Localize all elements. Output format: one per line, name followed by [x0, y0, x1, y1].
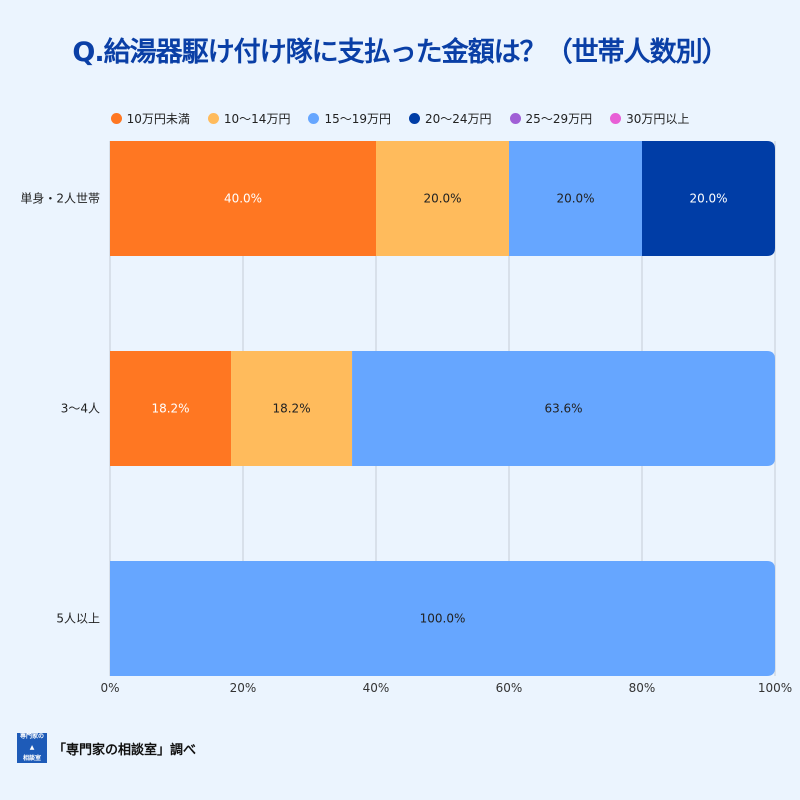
legend-item: 30万円以上 [610, 110, 689, 127]
data-label: 100.0% [420, 612, 466, 626]
legend-label: 15〜19万円 [324, 112, 391, 126]
legend-swatch [207, 113, 219, 124]
chart-title: Q.給湯器駆け付け隊に支払った金額は？（世帯人数別） [72, 37, 728, 68]
legend-label: 25〜29万円 [525, 112, 593, 126]
bar-segment [110, 141, 376, 256]
data-label: 18.2% [272, 402, 310, 416]
bar-segment [642, 141, 775, 256]
category-label: 単身・2人世帯 [20, 191, 100, 206]
data-label: 20.0% [556, 192, 594, 206]
data-label: 40.0% [224, 192, 262, 206]
legend-item: 25〜29万円 [509, 110, 593, 127]
x-tick-label: 40% [363, 681, 390, 695]
legend-label: 20〜24万円 [425, 112, 492, 126]
logo-line: 専門家の [19, 733, 44, 740]
source-note: 「専門家の相談室」調べ [53, 742, 197, 758]
legend-swatch [110, 113, 122, 124]
x-tick-label: 60% [496, 681, 523, 695]
legend-item: 10〜14万円 [207, 110, 291, 127]
legend-swatch [610, 113, 622, 124]
data-label: 20.0% [689, 192, 727, 206]
footer: 専門家の ▲ 相談室 「専門家の相談室」調べ [17, 733, 196, 763]
legend-label: 30万円以上 [626, 112, 690, 126]
bar-segment [110, 561, 775, 676]
bar-segment [509, 141, 642, 256]
legend-item: 10万円未満 [110, 110, 190, 127]
logo-mark-icon: ▲ [29, 744, 35, 751]
legend-swatch [308, 113, 320, 124]
category-label: 3〜4人 [61, 402, 100, 416]
x-tick-label: 80% [629, 681, 656, 695]
bar-segment [110, 351, 232, 466]
legend-item: 15〜19万円 [308, 110, 391, 127]
data-label: 63.6% [544, 402, 582, 416]
bar-segment [352, 351, 775, 466]
logo-line: 相談室 [22, 755, 41, 762]
bar-segment [231, 351, 353, 466]
legend-swatch [409, 113, 420, 124]
legend-item: 20〜24万円 [409, 110, 492, 127]
legend-label: 10万円未満 [126, 112, 190, 126]
x-tick-label: 0% [100, 681, 119, 695]
logo: 専門家の ▲ 相談室 [17, 733, 47, 763]
bar-segment [376, 141, 509, 256]
legend-swatch [509, 113, 521, 124]
category-label: 5人以上 [56, 612, 100, 626]
x-tick-label: 20% [230, 681, 257, 695]
x-tick-label: 100% [758, 681, 792, 695]
legend-label: 10〜14万円 [223, 112, 291, 126]
legend: 10万円未満 10〜14万円 15〜19万円 20〜24万円 25〜29万円 30万円以上 [0, 110, 800, 127]
data-label: 18.2% [151, 402, 189, 416]
data-label: 20.0% [423, 192, 461, 206]
